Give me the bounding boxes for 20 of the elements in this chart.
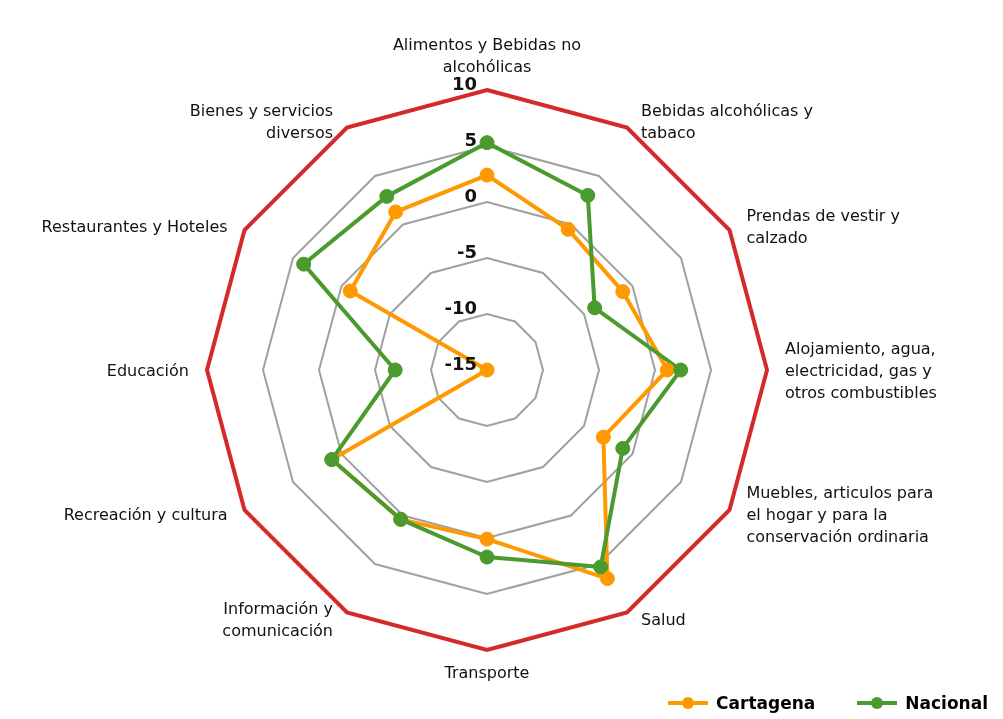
y-tick-label: -5 [457, 241, 477, 262]
y-tick-label: 10 [451, 73, 477, 94]
legend-label: Cartagena [716, 693, 816, 713]
legend-label: Nacional [905, 693, 988, 713]
spoke-label: Bebidas alcohólicas y tabaco [641, 100, 813, 142]
spoke-label: Restaurantes y Hoteles [41, 217, 228, 236]
y-tick-label: 0 [464, 185, 477, 206]
spoke-label: Educación [106, 361, 189, 380]
spoke-label: Prendas de vestir y calzado [746, 206, 900, 247]
spoke-label: Alojamiento, agua, electricidad, gas y otros combustibles [785, 339, 937, 402]
spoke-label: Muebles, articulos para el hogar y para la conservación ordinaria [746, 483, 934, 546]
spoke-label: Alimentos y Bebidas no alcohólicas [392, 35, 582, 76]
y-tick-label: -15 [444, 353, 477, 374]
spoke-label: Recreación y cultura [63, 505, 228, 524]
spoke-label: Transporte [443, 663, 530, 682]
spoke-label: Salud [641, 610, 686, 630]
spoke-label: Información y comunicación [222, 599, 333, 641]
y-tick-label: 5 [464, 129, 477, 150]
y-tick-label: -10 [444, 297, 477, 318]
spoke-label: Bienes y servicios diversos [189, 100, 333, 142]
